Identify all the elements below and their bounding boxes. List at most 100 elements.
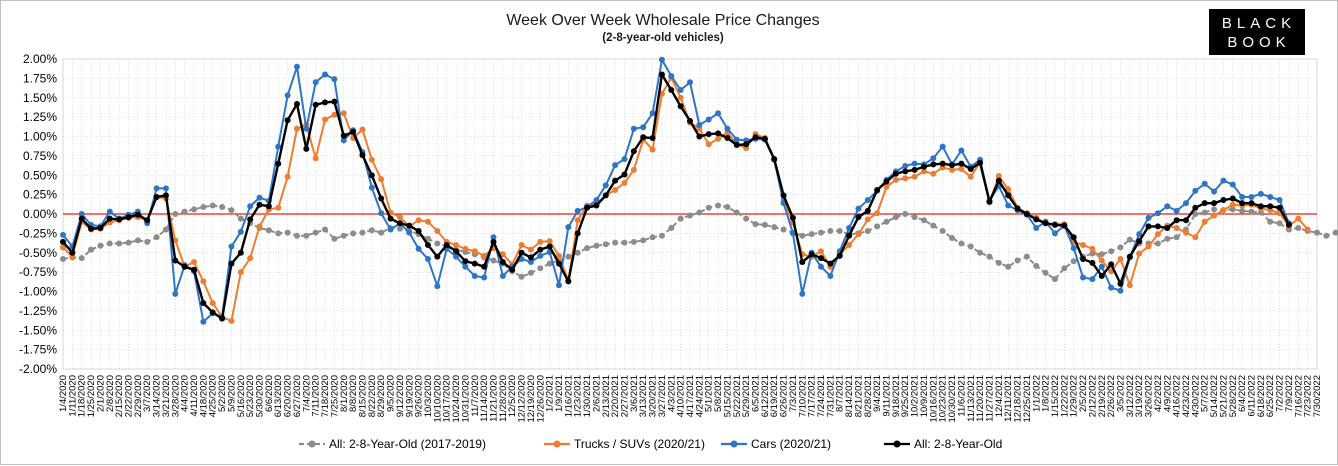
data-point — [846, 242, 853, 248]
data-point — [453, 253, 460, 260]
x-tick-label: 2/6/2021 — [591, 375, 602, 412]
data-point — [612, 239, 619, 246]
data-point — [1108, 261, 1115, 268]
data-point — [949, 166, 956, 173]
data-point — [527, 246, 534, 253]
data-point — [1005, 186, 1012, 193]
data-point — [1136, 238, 1143, 245]
data-point — [116, 216, 123, 223]
data-point — [60, 244, 66, 251]
data-point — [303, 232, 310, 239]
x-tick-label: 6/25/2022 — [1265, 375, 1276, 417]
data-point — [322, 116, 329, 123]
data-point — [443, 242, 450, 248]
brand-logo-line-1: BLACK — [1222, 15, 1296, 32]
data-point — [368, 184, 375, 191]
data-point — [902, 211, 909, 217]
data-point — [518, 273, 525, 280]
data-point — [546, 238, 553, 245]
x-tick-label: 6/26/2021 — [779, 375, 790, 417]
data-point — [827, 260, 834, 267]
data-point — [106, 240, 113, 247]
brand-logo: BLACK BOOK — [1209, 9, 1305, 55]
data-point — [892, 170, 899, 177]
data-point — [621, 155, 628, 162]
data-point — [284, 229, 291, 236]
x-tick-label: 12/26/2020 — [535, 375, 546, 423]
data-point — [1257, 203, 1264, 210]
data-point — [415, 217, 422, 224]
x-tick-label: 2/15/2020 — [114, 375, 125, 417]
data-point — [106, 208, 113, 215]
data-point — [668, 224, 675, 231]
data-point — [649, 110, 656, 117]
x-tick-label: 12/25/2021 — [1022, 375, 1033, 423]
x-tick-label: 1/25/2020 — [86, 375, 97, 417]
data-point — [97, 242, 104, 249]
legend-swatch-marker — [553, 440, 561, 448]
data-point — [200, 318, 207, 325]
data-point — [1173, 207, 1180, 214]
data-point — [892, 176, 899, 183]
data-point — [687, 212, 693, 219]
data-point — [902, 168, 909, 175]
x-tick-label: 11/7/2020 — [470, 375, 481, 417]
data-point — [612, 186, 619, 193]
data-point — [733, 142, 740, 149]
data-point — [284, 117, 291, 124]
x-tick-label: 5/30/2020 — [255, 375, 266, 417]
data-point — [789, 214, 796, 221]
data-point — [1220, 197, 1227, 204]
x-tick-label: 8/29/2020 — [376, 375, 387, 417]
data-point — [1276, 197, 1283, 204]
data-point — [593, 202, 600, 209]
data-point — [546, 260, 553, 267]
x-tick-label: 7/31/2021 — [825, 375, 836, 417]
data-point — [265, 227, 272, 234]
data-point — [1276, 220, 1283, 227]
x-tick-label: 10/2/2021 — [910, 375, 921, 417]
data-point — [368, 156, 375, 163]
x-tick-label: 3/12/2022 — [1125, 375, 1136, 417]
y-tick-label: 0.50% — [23, 168, 57, 182]
data-point — [1182, 200, 1189, 207]
data-point — [864, 197, 871, 204]
data-point — [1248, 208, 1255, 215]
x-tick-label: 6/27/2020 — [292, 375, 303, 417]
data-point — [303, 125, 310, 132]
data-point — [340, 137, 347, 144]
data-point — [331, 235, 338, 242]
data-point — [1126, 253, 1133, 260]
x-tick-label: 3/27/2021 — [657, 375, 668, 417]
data-point — [1201, 200, 1208, 207]
data-point — [780, 226, 787, 233]
data-point — [967, 173, 974, 180]
x-tick-label: 9/26/2020 — [414, 375, 425, 417]
series-line — [62, 73, 1290, 320]
data-point — [1267, 193, 1274, 200]
axes: 2.00% 1.75% 1.50% 1.25% 1.00% 0.75% 0.50% 0.25%… — [19, 52, 1323, 423]
data-point — [537, 265, 544, 272]
data-point — [471, 260, 478, 267]
data-point — [1295, 224, 1302, 231]
data-point — [406, 222, 413, 229]
data-point — [162, 185, 169, 192]
x-tick-label: 5/16/2020 — [236, 375, 247, 417]
data-point — [771, 155, 778, 162]
data-point — [322, 71, 329, 78]
x-tick-label: 5/15/2021 — [722, 375, 733, 417]
data-point — [574, 249, 581, 256]
data-point — [789, 230, 796, 237]
data-point — [986, 198, 993, 205]
data-point — [1117, 280, 1124, 287]
data-point — [1070, 258, 1077, 265]
data-point — [303, 145, 310, 152]
chart-title: Week Over Week Wholesale Price Changes — [506, 12, 819, 29]
data-point — [172, 290, 179, 297]
data-point — [911, 173, 918, 180]
data-point — [1005, 263, 1012, 270]
x-tick-label: 7/11/2020 — [311, 375, 322, 417]
data-point — [415, 245, 422, 252]
data-point — [1192, 211, 1199, 217]
data-point — [967, 243, 974, 250]
